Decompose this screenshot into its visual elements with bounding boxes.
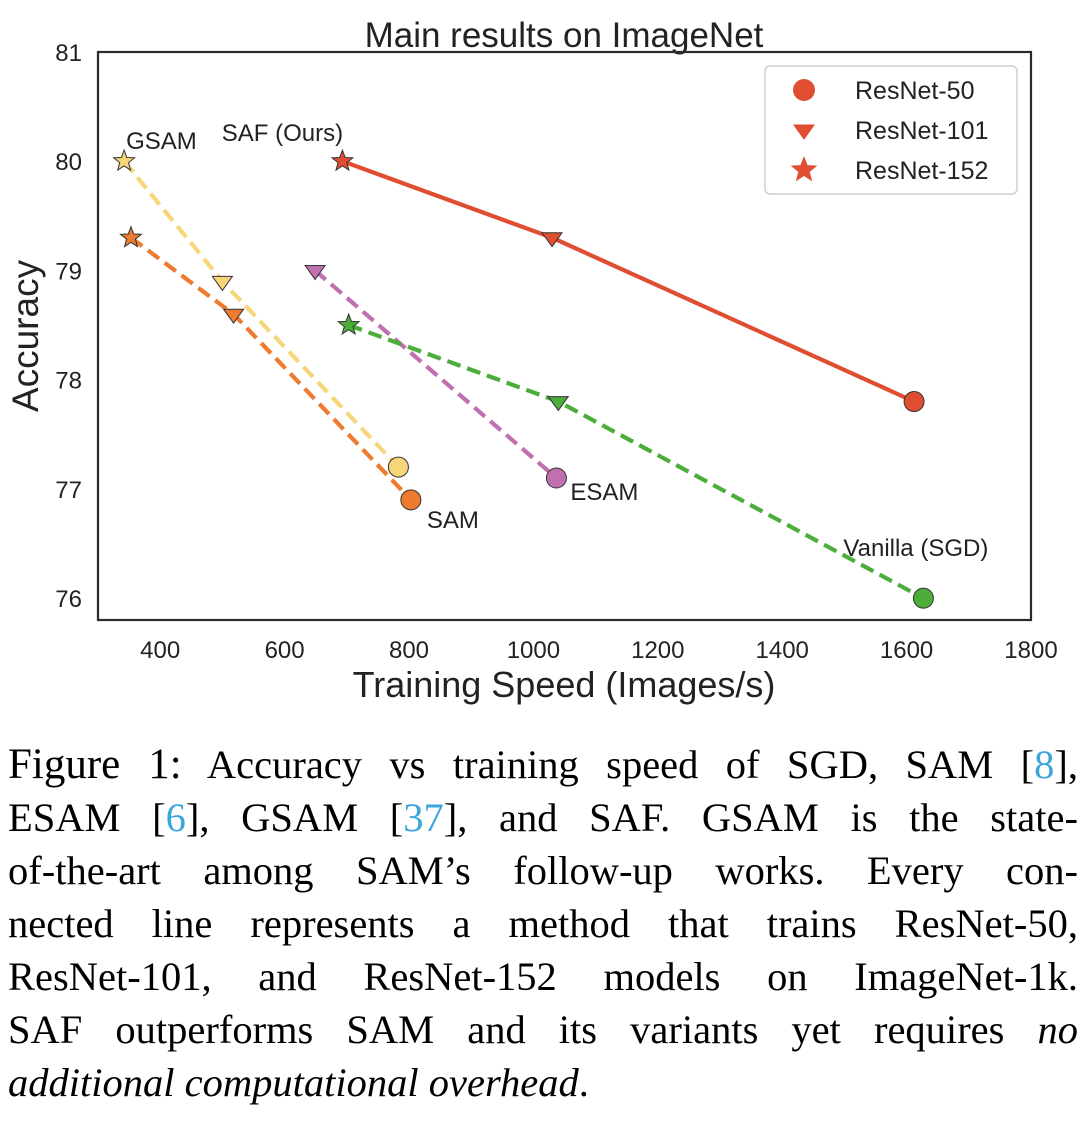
y-tick-label: 78 bbox=[55, 368, 82, 395]
legend-marker-triangle-down bbox=[793, 124, 815, 140]
x-tick-label: 1400 bbox=[756, 637, 809, 664]
x-tick-label: 1000 bbox=[507, 637, 560, 664]
data-point-gsam-resnet-50 bbox=[387, 456, 409, 478]
data-point-sam-resnet-50 bbox=[400, 489, 422, 511]
caption-line-6: SAF outperforms SAM and its variants yet… bbox=[8, 1003, 1078, 1056]
data-point-gsam-resnet-152 bbox=[112, 148, 136, 172]
x-tick-label: 600 bbox=[265, 637, 305, 664]
caption-text: SAF outperforms SAM and its variants yet… bbox=[8, 1007, 1038, 1052]
caption-line-4: nected line represents a method that tra… bbox=[8, 901, 1078, 946]
series-label-sgd: Vanilla (SGD) bbox=[843, 535, 988, 562]
data-point-sgd-resnet-50 bbox=[912, 587, 934, 609]
accuracy-vs-speed-chart: Main results on ImageNet SAF (Ours)GSAMS… bbox=[5, 16, 1058, 705]
x-tick-labels: 400 600 800 1000 1200 1400 1600 1800 bbox=[140, 637, 1058, 664]
citation-link[interactable]: 37 bbox=[403, 795, 444, 840]
citation-link[interactable]: 8 bbox=[1034, 742, 1055, 787]
data-point-sgd-resnet-101 bbox=[547, 396, 570, 412]
caption-text: . bbox=[578, 1060, 589, 1105]
x-tick-label: 1200 bbox=[631, 637, 684, 664]
legend: ResNet-50 ResNet-101 ResNet-152 bbox=[764, 65, 1018, 195]
caption-line-1: Figure 1: Accuracy vs training speed of … bbox=[8, 738, 1078, 791]
caption-emphasis: additional computational overhead bbox=[8, 1060, 579, 1105]
legend-label: ResNet-50 bbox=[855, 77, 975, 105]
series-label-sam: SAM bbox=[427, 507, 479, 534]
y-tick-label: 79 bbox=[55, 258, 82, 285]
legend-box bbox=[764, 65, 1018, 195]
citation-link[interactable]: 6 bbox=[165, 795, 186, 840]
caption-text: Accuracy vs training speed of SGD, SAM [ bbox=[181, 742, 1035, 787]
legend-entries: ResNet-50 ResNet-101 ResNet-152 bbox=[790, 77, 988, 185]
x-tick-label: 800 bbox=[389, 637, 429, 664]
caption-line-5: ResNet-101, and ResNet-152 models on Ima… bbox=[8, 954, 1078, 999]
chart-title: Main results on ImageNet bbox=[365, 16, 764, 55]
legend-marker-star bbox=[790, 156, 818, 182]
series-label-gsam: GSAM bbox=[126, 128, 197, 155]
caption-text: ESAM [ bbox=[8, 795, 166, 840]
data-point-saf-resnet-152 bbox=[330, 148, 355, 172]
y-axis-label: Accuracy bbox=[5, 259, 46, 412]
y-tick-label: 77 bbox=[55, 477, 82, 504]
caption-text: ], bbox=[1054, 742, 1078, 787]
data-point-esam-resnet-101 bbox=[304, 265, 327, 281]
caption-text: ], GSAM [ bbox=[185, 795, 404, 840]
plot-frame bbox=[96, 50, 1033, 622]
series-label-esam: ESAM bbox=[570, 479, 638, 506]
x-tick-label: 1600 bbox=[880, 637, 933, 664]
y-tick-label: 81 bbox=[55, 40, 82, 67]
series-label-saf: SAF (Ours) bbox=[222, 120, 343, 147]
data-point-esam-resnet-50 bbox=[545, 467, 567, 489]
caption-text: ], and SAF. GSAM is the state- bbox=[443, 795, 1078, 840]
x-tick-label: 1800 bbox=[1004, 637, 1057, 664]
legend-label: ResNet-152 bbox=[855, 157, 988, 185]
data-point-gsam-resnet-101 bbox=[211, 275, 234, 292]
figure-label: Figure 1: bbox=[8, 741, 182, 788]
caption-line-2: ESAM [6], GSAM [37], and SAF. GSAM is th… bbox=[8, 791, 1078, 844]
x-tick-label: 400 bbox=[140, 637, 180, 664]
data-point-saf-resnet-101 bbox=[541, 232, 564, 248]
data-point-sam-resnet-152 bbox=[119, 225, 143, 248]
series-label-layer: SAF (Ours) GSAM SAM ESAM Vanilla (SGD) bbox=[126, 120, 988, 562]
legend-label: ResNet-101 bbox=[855, 117, 988, 145]
series-line-esam bbox=[313, 268, 558, 480]
y-tick-labels: 76 77 78 79 80 81 bbox=[55, 40, 82, 613]
x-axis-label: Training Speed (Images/s) bbox=[353, 664, 776, 705]
figure-caption: Figure 1: Accuracy vs training speed of … bbox=[8, 738, 1078, 1109]
caption-emphasis: no bbox=[1037, 1007, 1079, 1052]
data-point-sam-resnet-101 bbox=[222, 308, 245, 325]
data-point-saf-resnet-50 bbox=[903, 391, 925, 413]
point-layer bbox=[112, 148, 934, 609]
data-point-sgd-resnet-152 bbox=[336, 312, 361, 336]
y-tick-label: 76 bbox=[55, 586, 82, 613]
caption-line-3: of-the-art among SAM’s follow-up works. … bbox=[8, 848, 1078, 893]
y-tick-label: 80 bbox=[55, 149, 82, 176]
caption-line-7: additional computational overhead. bbox=[8, 1056, 1078, 1109]
legend-marker-circle bbox=[793, 79, 815, 101]
